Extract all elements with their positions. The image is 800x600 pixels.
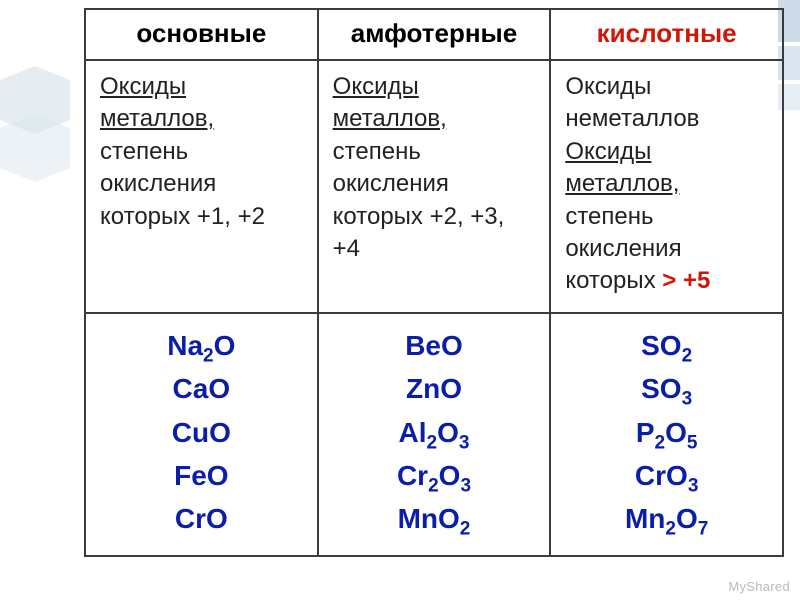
desc-text: которых +1, +2	[100, 203, 265, 230]
desc-underlined: Оксиды металлов,	[333, 73, 447, 132]
desc-text: степень окисления	[565, 203, 681, 262]
table-examples-row: Na2OCaOCuOFeOCrO BeOZnOAl2O3Cr2O3MnO2 SO…	[85, 313, 783, 556]
desc-basic: Оксиды металлов, степень окисления котор…	[85, 60, 318, 313]
col-header-acidic: кислотные	[550, 9, 783, 60]
desc-text: степень окисления	[100, 138, 216, 197]
examples-acidic: SO2SO3P2O5CrO3Mn2O7	[550, 313, 783, 556]
examples-basic: Na2OCaOCuOFeOCrO	[85, 313, 318, 556]
desc-accent: > +5	[662, 267, 710, 294]
examples-amphoteric: BeOZnOAl2O3Cr2O3MnO2	[318, 313, 551, 556]
oxides-table: основные амфотерные кислотные Оксиды мет…	[84, 8, 784, 557]
table-header-row: основные амфотерные кислотные	[85, 9, 783, 60]
col-header-amphoteric: амфотерные	[318, 9, 551, 60]
table-description-row: Оксиды металлов, степень окисления котор…	[85, 60, 783, 313]
desc-underlined: Оксиды металлов,	[100, 73, 214, 132]
desc-text: которых +2, +3, +4	[333, 203, 505, 262]
desc-text: Оксиды неметаллов	[565, 73, 699, 132]
desc-amphoteric: Оксиды металлов, степень окисления котор…	[318, 60, 551, 313]
side-decoration	[0, 80, 70, 170]
desc-underlined: Оксиды металлов,	[565, 138, 679, 197]
desc-text: которых	[565, 267, 662, 294]
col-header-basic: основные	[85, 9, 318, 60]
hex-shape	[0, 128, 70, 168]
desc-acidic: Оксиды неметаллов Оксиды металлов, степе…	[550, 60, 783, 313]
watermark: MyShared	[728, 579, 790, 594]
desc-text: степень окисления	[333, 138, 449, 197]
slide-content: основные амфотерные кислотные Оксиды мет…	[84, 8, 784, 557]
